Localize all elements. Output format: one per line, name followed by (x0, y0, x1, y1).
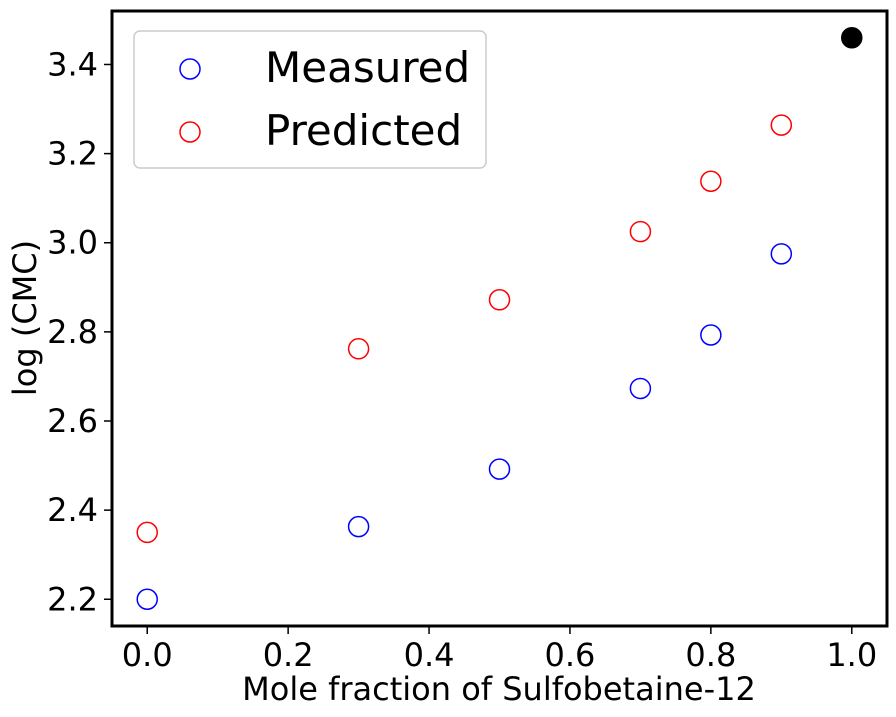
y-tick-label: 2.8 (47, 313, 98, 351)
predicted-point (770, 114, 793, 136)
predicted-point (488, 289, 511, 311)
y-tick-label: 3.2 (47, 135, 98, 173)
predicted-point (700, 170, 722, 192)
y-tick-label: 3.4 (47, 45, 98, 83)
legend-label-measured: Measured (265, 43, 470, 92)
y-axis-ticks: 2.2 2.4 2.6 2.8 3.0 3.2 3.4 (47, 45, 112, 618)
x-tick-label: 0.6 (545, 636, 596, 674)
y-axis-label: log (CMC) (6, 240, 44, 396)
predicted-point (347, 338, 370, 360)
x-axis-label: Mole fraction of Sulfobetaine-12 (242, 670, 756, 708)
x-tick-label: 0.8 (685, 636, 736, 674)
measured-point (136, 588, 158, 611)
measured-point (347, 515, 370, 538)
legend-frame (133, 30, 487, 169)
y-tick-label: 2.2 (47, 580, 98, 618)
measured-point (488, 458, 511, 480)
x-tick-label: 0.4 (404, 636, 455, 674)
y-tick-label: 2.4 (47, 491, 98, 529)
x-tick-label: 1.0 (826, 636, 877, 674)
predicted-point (136, 521, 158, 544)
data-marks (136, 26, 863, 611)
legend-marker-measured (179, 58, 201, 80)
x-tick-label: 0.2 (263, 636, 314, 674)
x-tick-label: 0.0 (122, 636, 173, 674)
measured-point (700, 324, 722, 346)
predicted-point (629, 220, 652, 243)
plot-frame (110, 9, 889, 628)
legend: Measured Predicted (133, 30, 487, 169)
y-tick-label: 3.0 (47, 224, 98, 262)
y-tick-label: 2.6 (47, 402, 98, 440)
x-axis-ticks: 0.0 0.2 0.4 0.6 0.8 1.0 (122, 626, 877, 674)
legend-marker-predicted (179, 121, 201, 143)
reference-point (841, 26, 863, 49)
measured-point (629, 377, 652, 400)
measured-point (770, 243, 793, 265)
legend-label-predicted: Predicted (265, 106, 462, 155)
